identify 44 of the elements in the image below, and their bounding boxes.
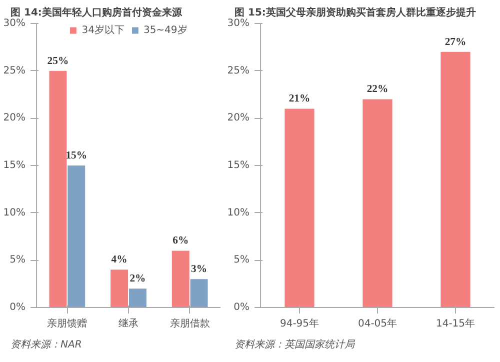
- y-tick-label: 10%: [227, 207, 250, 218]
- bar: [190, 279, 208, 308]
- bar: [172, 250, 190, 308]
- y-tick-label: 15%: [3, 160, 26, 171]
- data-label: 6%: [172, 236, 189, 247]
- x-tick-label: 04-05年: [358, 318, 398, 330]
- y-tick-label: 25%: [3, 65, 26, 76]
- text: 资料来源：英国国家统计局: [234, 338, 356, 350]
- data-label: 15%: [66, 150, 88, 162]
- data-label: 21%: [288, 94, 310, 105]
- chart-title: 图 14:美国年轻人口购房首付资金来源: [10, 6, 183, 18]
- data-label: 22%: [366, 84, 388, 96]
- x-tick-label: 亲朋馈赠: [47, 318, 88, 330]
- data-label: 4%: [111, 254, 128, 266]
- y-tick-label: 0%: [234, 302, 250, 313]
- legend-label: 35~49岁: [143, 24, 188, 37]
- data-label: 3%: [191, 264, 208, 276]
- legend-label: 34岁以下: [82, 24, 124, 37]
- y-tick-label: 20%: [3, 112, 26, 124]
- y-tick-label: 30%: [3, 18, 26, 29]
- y-tick-label: 0%: [10, 302, 26, 313]
- y-tick-label: 5%: [10, 254, 26, 266]
- x-tick-label: 亲朋借款: [170, 318, 210, 330]
- x-tick-label: 94-95年: [280, 318, 320, 330]
- chart-title: 图 15:英国父母亲朋资助购买首套房人群比重逐步提升: [234, 6, 476, 18]
- data-label: 2%: [130, 274, 146, 285]
- x-tick-label: 继承: [118, 318, 138, 330]
- y-tick-label: 20%: [227, 112, 250, 124]
- data-label: 25%: [47, 56, 69, 67]
- bar: [128, 288, 146, 308]
- x-tick-label: 14-15年: [436, 318, 476, 330]
- bar: [110, 270, 128, 308]
- y-tick-label: 30%: [227, 18, 250, 29]
- y-tick-label: 25%: [227, 65, 250, 76]
- y-tick-label: 15%: [227, 160, 250, 171]
- y-tick-label: 10%: [3, 207, 26, 218]
- y-tick-label: 5%: [234, 254, 250, 266]
- bar: [68, 166, 86, 308]
- bar: [284, 108, 314, 308]
- data-label: 27%: [444, 36, 466, 48]
- text: 资料来源：NAR: [10, 338, 82, 350]
- bar: [49, 70, 67, 308]
- bar: [362, 99, 392, 308]
- bar: [440, 52, 470, 308]
